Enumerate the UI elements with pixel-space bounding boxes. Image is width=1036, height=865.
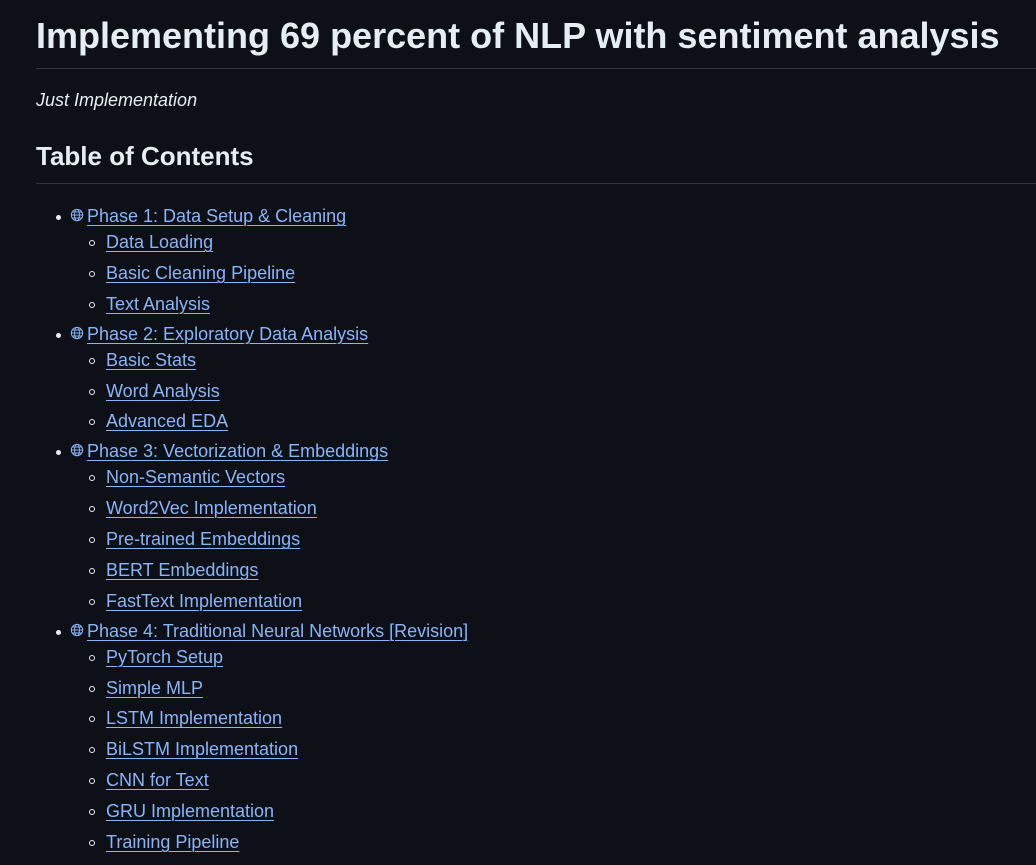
toc-phase-3: Phase 3: Vectorization & Embeddings Non-S… <box>56 439 1036 612</box>
toc-phase-link[interactable]: Phase 3: Vectorization & Embeddings <box>70 439 388 463</box>
toc-phase-link[interactable]: Phase 4: Traditional Neural Networks [Re… <box>70 619 468 643</box>
toc-sub-item: GRU Implementation <box>89 799 1036 823</box>
toc-heading: Table of Contents <box>36 139 1036 184</box>
toc-sub-list: Basic Stats Word Analysis Advanced EDA <box>70 348 1036 434</box>
toc-phase-link[interactable]: Phase 1: Data Setup & Cleaning <box>70 204 346 228</box>
toc-sub-list: Non-Semantic Vectors Word2Vec Implementat… <box>70 465 1036 612</box>
globe-icon <box>70 623 84 637</box>
globe-icon <box>70 443 84 457</box>
toc-sub-link[interactable]: FastText Implementation <box>106 590 303 611</box>
toc-sub-item: Basic Stats <box>89 348 1036 372</box>
globe-icon <box>70 208 84 222</box>
page-subtitle: Just Implementation <box>36 90 198 110</box>
toc-sub-link[interactable]: GRU Implementation <box>106 800 275 821</box>
toc-sub-item: LSTM Implementation <box>89 706 1036 730</box>
markdown-content: Implementing 69 percent of NLP with sent… <box>36 0 1036 860</box>
toc-phase-label: Phase 3: Vectorization & Embeddings <box>87 441 389 462</box>
toc-sub-link[interactable]: Advanced EDA <box>106 411 229 432</box>
toc-sub-item: Word Analysis <box>89 379 1036 403</box>
toc-sub-item: Data Loading <box>89 230 1036 254</box>
toc-phase-4: Phase 4: Traditional Neural Networks [Re… <box>56 619 1036 854</box>
toc-sub-link[interactable]: PyTorch Setup <box>106 646 224 667</box>
toc-sub-link[interactable]: CNN for Text <box>106 770 209 791</box>
toc-sub-item: BERT Embeddings <box>89 558 1036 582</box>
toc-sub-item: BiLSTM Implementation <box>89 737 1036 761</box>
toc-sub-item: Advanced EDA <box>89 409 1036 433</box>
toc-sub-item: Training Pipeline <box>89 830 1036 854</box>
toc-sub-link[interactable]: Non-Semantic Vectors <box>106 467 286 488</box>
toc-sub-list: PyTorch Setup Simple MLP LSTM Implementati… <box>70 645 1036 854</box>
toc-phase-row: Phase 3: Vectorization & Embeddings <box>56 439 1036 463</box>
toc-sub-link[interactable]: Pre-trained Embeddings <box>106 529 301 550</box>
toc-sub-item: Pre-trained Embeddings <box>89 527 1036 551</box>
toc-sub-item: Text Analysis <box>89 292 1036 316</box>
toc-phase-2: Phase 2: Exploratory Data Analysis Basic … <box>56 322 1036 434</box>
toc-sub-link[interactable]: Word Analysis <box>106 380 220 401</box>
toc-sub-item: FastText Implementation <box>89 589 1036 613</box>
table-of-contents: Phase 1: Data Setup & Cleaning Data Loadi… <box>36 204 1036 854</box>
toc-sub-link[interactable]: Text Analysis <box>106 293 211 314</box>
toc-sub-link[interactable]: LSTM Implementation <box>106 708 283 729</box>
toc-phase-row: Phase 1: Data Setup & Cleaning <box>56 204 1036 228</box>
toc-sub-link[interactable]: Basic Stats <box>106 349 197 370</box>
toc-sub-link[interactable]: Simple MLP <box>106 677 204 698</box>
page-title: Implementing 69 percent of NLP with sent… <box>36 14 1036 69</box>
toc-phase-label: Phase 2: Exploratory Data Analysis <box>87 323 369 344</box>
toc-phase-label: Phase 4: Traditional Neural Networks [Re… <box>87 620 469 641</box>
toc-phase-1: Phase 1: Data Setup & Cleaning Data Loadi… <box>56 204 1036 316</box>
toc-sub-list: Data Loading Basic Cleaning Pipeline Text … <box>70 230 1036 316</box>
toc-phase-label: Phase 1: Data Setup & Cleaning <box>87 206 347 226</box>
toc-sub-item: CNN for Text <box>89 768 1036 792</box>
toc-phase-row: Phase 2: Exploratory Data Analysis <box>56 322 1036 346</box>
toc-sub-item: Simple MLP <box>89 676 1036 700</box>
toc-sub-item: PyTorch Setup <box>89 645 1036 669</box>
toc-sub-link[interactable]: BiLSTM Implementation <box>106 739 299 760</box>
toc-sub-link[interactable]: Training Pipeline <box>106 831 240 852</box>
toc-phase-row: Phase 4: Traditional Neural Networks [Re… <box>56 619 1036 643</box>
toc-sub-link[interactable]: Data Loading <box>106 232 214 252</box>
toc-sub-link[interactable]: BERT Embeddings <box>106 559 259 580</box>
toc-sub-item: Word2Vec Implementation <box>89 496 1036 520</box>
toc-sub-link[interactable]: Basic Cleaning Pipeline <box>106 262 296 283</box>
toc-phase-link[interactable]: Phase 2: Exploratory Data Analysis <box>70 322 368 346</box>
toc-sub-item: Non-Semantic Vectors <box>89 465 1036 489</box>
globe-icon <box>70 326 84 340</box>
toc-sub-link[interactable]: Word2Vec Implementation <box>106 498 317 519</box>
toc-sub-item: Basic Cleaning Pipeline <box>89 261 1036 285</box>
